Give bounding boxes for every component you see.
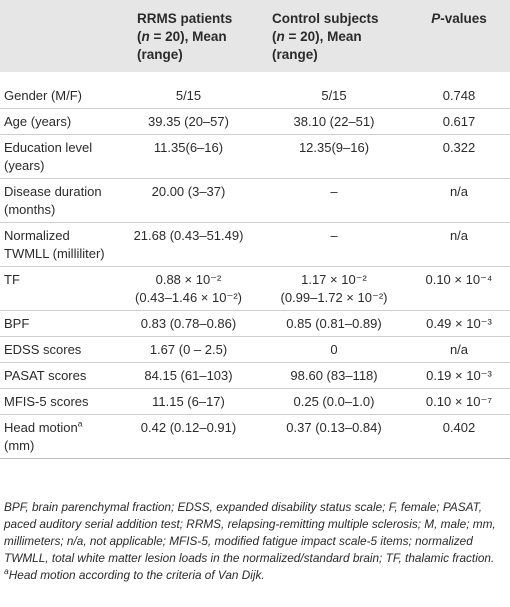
table-row: PASAT scores 84.15 (61–103) 98.60 (83–11… bbox=[0, 362, 510, 389]
controls-value: 5/15 bbox=[321, 88, 347, 103]
p-value: 0.10 × 10⁻⁴ bbox=[408, 266, 510, 311]
row-label: EDSS scores bbox=[0, 336, 117, 363]
p-value: n/a bbox=[408, 222, 510, 267]
abbreviations-note: BPF, brain parenchymal fraction; EDSS, e… bbox=[4, 500, 496, 565]
demographics-table: RRMS patients (n = 20), Mean (range) Contr… bbox=[0, 0, 510, 459]
patients-value: 84.15 (61–103) bbox=[117, 362, 260, 389]
table-row: Head motiona (mm) 0.42 (0.12–0.91) 0.37 (… bbox=[0, 414, 510, 459]
patients-value: 5/15 bbox=[175, 88, 202, 103]
header-rrms-patients: RRMS patients (n = 20), Mean (range) bbox=[137, 11, 233, 62]
p-value: 0.748 bbox=[442, 88, 476, 103]
row-label: TF bbox=[0, 266, 117, 311]
controls-value: 0 bbox=[260, 336, 408, 363]
patients-value: 1.67 (0 – 2.5) bbox=[117, 336, 260, 363]
header-blank bbox=[0, 0, 117, 72]
controls-value: 98.60 (83–118) bbox=[260, 362, 408, 389]
table-row: TF 0.88 × 10⁻² (0.43–1.46 × 10⁻²) 1.17 × … bbox=[0, 266, 510, 311]
table-row: Normalized TWMLL (milliliter) 21.68 (0.4… bbox=[0, 222, 510, 267]
p-value: n/a bbox=[408, 178, 510, 223]
table-row: EDSS scores 1.67 (0 – 2.5) 0 n/a bbox=[0, 336, 510, 363]
row-label: Education level (years) bbox=[0, 134, 117, 179]
patients-value: 20.00 (3–37) bbox=[117, 178, 260, 223]
row-label: Normalized TWMLL (milliliter) bbox=[0, 222, 117, 267]
footnote-marker: a bbox=[77, 418, 83, 429]
p-value: 0.49 × 10⁻³ bbox=[408, 310, 510, 337]
controls-value: 0.25 (0.0–1.0) bbox=[260, 388, 408, 415]
row-label: Gender (M/F) bbox=[4, 88, 83, 103]
patients-value: 21.68 (0.43–51.49) bbox=[117, 222, 260, 267]
p-value: 0.402 bbox=[408, 414, 510, 459]
table-header-row: RRMS patients (n = 20), Mean (range) Contr… bbox=[0, 0, 510, 72]
table-row: BPF 0.83 (0.78–0.86) 0.85 (0.81–0.89) 0.… bbox=[0, 310, 510, 337]
row-label: BPF bbox=[0, 310, 117, 337]
patients-value: 11.15 (6–17) bbox=[117, 388, 260, 415]
row-label: PASAT scores bbox=[0, 362, 117, 389]
p-value: 0.617 bbox=[408, 108, 510, 135]
row-label: Disease duration (months) bbox=[0, 178, 117, 223]
p-value: 0.19 × 10⁻³ bbox=[408, 362, 510, 389]
table-row: MFIS-5 scores 11.15 (6–17) 0.25 (0.0–1.0… bbox=[0, 388, 510, 415]
row-label: Age (years) bbox=[0, 108, 117, 135]
table-row: Disease duration (months) 20.00 (3–37) –… bbox=[0, 178, 510, 223]
patients-value: 0.88 × 10⁻² (0.43–1.46 × 10⁻²) bbox=[117, 266, 260, 311]
controls-value: – bbox=[260, 222, 408, 267]
controls-value: 0.85 (0.81–0.89) bbox=[260, 310, 408, 337]
header-p-values: P-values bbox=[431, 11, 487, 26]
patients-value: 39.35 (20–57) bbox=[117, 108, 260, 135]
table-row: Gender (M/F) 5/15 5/15 0.748 bbox=[0, 72, 510, 109]
p-value: n/a bbox=[408, 336, 510, 363]
patients-value: 11.35(6–16) bbox=[117, 134, 260, 179]
head-motion-note: aHead motion according to the criteria o… bbox=[4, 566, 265, 582]
patients-value: 0.83 (0.78–0.86) bbox=[117, 310, 260, 337]
controls-value: 1.17 × 10⁻² (0.99–1.72 × 10⁻²) bbox=[260, 266, 408, 311]
controls-value: – bbox=[260, 178, 408, 223]
controls-value: 38.10 (22–51) bbox=[260, 108, 408, 135]
p-value: 0.10 × 10⁻⁷ bbox=[408, 388, 510, 415]
table-footnotes: BPF, brain parenchymal fraction; EDSS, e… bbox=[4, 499, 504, 584]
patients-value: 0.42 (0.12–0.91) bbox=[117, 414, 260, 459]
p-value: 0.322 bbox=[408, 134, 510, 179]
row-label: Head motiona (mm) bbox=[0, 414, 117, 459]
row-label: MFIS-5 scores bbox=[0, 388, 117, 415]
table-row: Age (years) 39.35 (20–57) 38.10 (22–51) … bbox=[0, 108, 510, 135]
controls-value: 12.35(9–16) bbox=[260, 134, 408, 179]
header-control-subjects: Control subjects (n = 20), Mean (range) bbox=[272, 11, 379, 62]
table-row: Education level (years) 11.35(6–16) 12.3… bbox=[0, 134, 510, 179]
controls-value: 0.37 (0.13–0.84) bbox=[260, 414, 408, 459]
